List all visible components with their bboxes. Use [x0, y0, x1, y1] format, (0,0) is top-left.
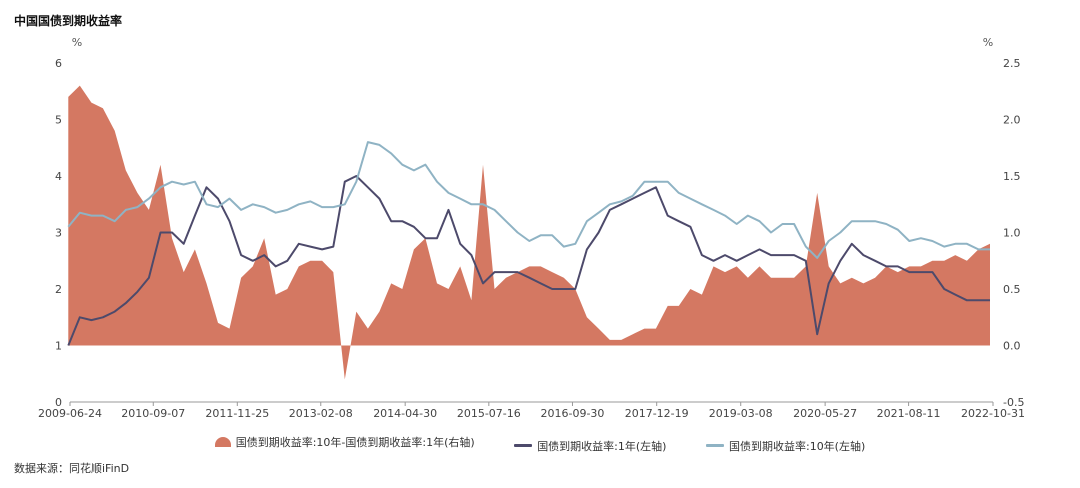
x-tick-label: 2022-10-31 [961, 407, 1025, 420]
legend-item-1y[interactable]: 国债到期收益率:1年(左轴) [514, 438, 666, 454]
legend-swatch-1y [514, 444, 533, 447]
x-tick-label: 2016-09-30 [541, 407, 605, 420]
x-tick-label: 2009-06-24 [38, 407, 102, 420]
series-line-1y [67, 175, 990, 346]
left-tick-label: 2 [55, 283, 62, 296]
x-tick-label: 2014-04-30 [373, 407, 437, 420]
left-axis-unit: % [72, 36, 82, 49]
x-tick-label: 2019-03-08 [709, 407, 773, 420]
legend-swatch-spread [214, 437, 231, 447]
x-tick-label: 2021-08-11 [877, 407, 941, 420]
left-tick-label: 3 [55, 227, 62, 240]
right-tick-label: -0.5 [1003, 396, 1024, 409]
series-line-10y [67, 141, 990, 259]
data-source: 数据来源：同花顺iFinD [14, 462, 130, 475]
x-tick-label: 2013-02-08 [289, 407, 353, 420]
x-tick-label: 2015-07-16 [457, 407, 521, 420]
legend-label-10y: 国债到期收益率:10年(左轴) [728, 439, 866, 453]
right-axis-unit: % [983, 36, 993, 49]
chart-title: 中国国债到期收益率 [14, 14, 123, 28]
left-tick-label: 5 [55, 114, 62, 127]
left-tick-label: 0 [55, 396, 62, 409]
right-tick-label: 0.0 [1003, 340, 1021, 353]
x-tick-label: 2011-11-25 [205, 407, 269, 420]
legend-item-10y[interactable]: 国债到期收益率:10年(左轴) [705, 438, 866, 454]
series-area-spread [68, 85, 991, 380]
legend-swatch-10y [705, 444, 724, 447]
right-tick-label: 0.5 [1003, 283, 1021, 296]
legend-label-spread: 国债到期收益率:10年-国债到期收益率:1年(右轴) [235, 436, 475, 449]
legend-item-spread[interactable]: 国债到期收益率:10年-国债到期收益率:1年(右轴) [214, 434, 475, 450]
x-tick-label: 2010-09-07 [121, 407, 185, 420]
right-tick-label: 1.5 [1003, 170, 1021, 183]
legend-label-1y: 国债到期收益率:1年(左轴) [537, 439, 667, 453]
chart-legend: 国债到期收益率:10年-国债到期收益率:1年(右轴) 国债到期收益率:1年(左轴… [0, 434, 1080, 454]
x-tick-label: 2020-05-27 [793, 407, 857, 420]
left-tick-label: 4 [55, 170, 62, 183]
left-tick-label: 6 [55, 57, 62, 70]
left-tick-label: 1 [55, 340, 62, 353]
right-tick-label: 2.5 [1003, 57, 1021, 70]
x-tick-label: 2017-12-19 [625, 407, 689, 420]
right-tick-label: 2.0 [1003, 114, 1021, 127]
right-tick-label: 1.0 [1003, 227, 1021, 240]
